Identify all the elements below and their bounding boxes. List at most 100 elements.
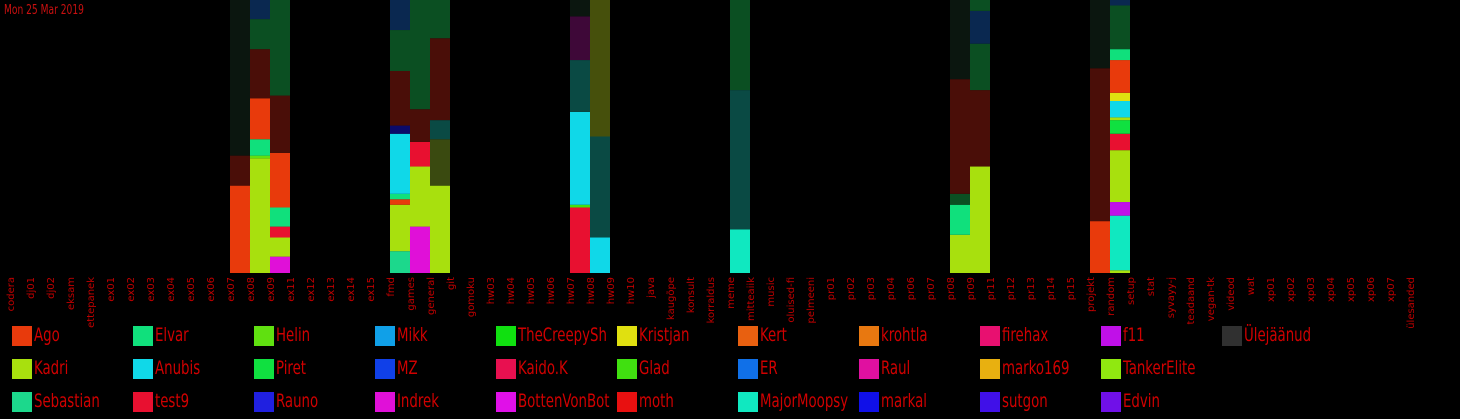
legend-swatch xyxy=(375,392,395,412)
x-tick-label: xp02 xyxy=(1286,277,1297,302)
x-tick-label: ex13 xyxy=(326,277,337,302)
bar-segment xyxy=(390,251,410,273)
bar-segment xyxy=(430,120,450,140)
bar-segment xyxy=(970,10,990,44)
bar-segment xyxy=(730,0,750,91)
legend-swatch xyxy=(254,326,274,346)
bar-segment xyxy=(1110,215,1130,271)
legend-swatch xyxy=(859,359,879,379)
legend-swatch xyxy=(12,326,32,346)
legend-label: Anubis xyxy=(155,357,201,379)
x-tick-label: konsult xyxy=(686,277,697,313)
legend-label: Ülejäänud xyxy=(1244,324,1312,346)
bar-segment xyxy=(590,0,610,137)
bar-segment xyxy=(1110,101,1130,118)
x-tick-label: ex02 xyxy=(126,277,137,302)
legend-swatch xyxy=(375,326,395,346)
bar-segment xyxy=(390,193,410,200)
x-tick-label: ex08 xyxy=(246,277,257,302)
bar-segment xyxy=(270,152,290,208)
legend-swatch xyxy=(375,359,395,379)
legend-label: Rauno xyxy=(276,390,319,412)
legend-swatch xyxy=(738,326,758,346)
bar-segment xyxy=(390,70,410,126)
x-tick-label: fmd xyxy=(386,277,397,297)
x-tick-label: pr09 xyxy=(966,277,977,300)
bar-segment xyxy=(390,133,410,194)
legend-swatch xyxy=(617,359,637,379)
bar-segment xyxy=(970,43,990,91)
legend-label: krohtla xyxy=(881,324,928,346)
x-tick-label: pr13 xyxy=(1026,277,1037,300)
bar-segment xyxy=(1090,221,1110,273)
legend-swatch xyxy=(980,326,1000,346)
bar-segment xyxy=(950,79,970,194)
legend-swatch xyxy=(738,359,758,379)
bar-segment xyxy=(250,139,270,156)
legend-label: moth xyxy=(639,390,674,412)
legend-swatch xyxy=(1101,326,1121,346)
bar-segment xyxy=(250,0,270,20)
bar-segment xyxy=(270,207,290,227)
x-tick-label: syvayy-j xyxy=(1166,277,1177,318)
x-tick-label: hw04 xyxy=(506,277,517,304)
legend-swatch xyxy=(12,359,32,379)
x-tick-label: hw09 xyxy=(606,277,617,304)
bar-segment xyxy=(950,204,970,235)
x-tick-label: ülesanded xyxy=(1406,277,1417,329)
legend-swatch xyxy=(980,359,1000,379)
legend-swatch xyxy=(133,326,153,346)
legend-swatch xyxy=(254,392,274,412)
x-tick-label: ex05 xyxy=(186,277,197,302)
bar-segment xyxy=(410,109,430,142)
legend-swatch xyxy=(1101,392,1121,412)
x-tick-label: meme xyxy=(726,277,737,309)
legend-swatch xyxy=(738,392,758,412)
bar-segment xyxy=(1110,5,1130,50)
bar-segment xyxy=(570,60,590,112)
legend-label: Elvar xyxy=(155,324,189,346)
bar-segment xyxy=(570,0,590,17)
x-tick-label: ex09 xyxy=(266,277,277,302)
legend-label: Edvin xyxy=(1123,390,1160,412)
bar-segment xyxy=(270,237,290,257)
bar-segment xyxy=(1110,92,1130,102)
legend-label: BottenVonBot xyxy=(518,390,610,412)
legend-swatch xyxy=(133,392,153,412)
x-tick-label: videod xyxy=(1226,277,1237,311)
bar-segment xyxy=(950,234,970,273)
legend-label: test9 xyxy=(155,390,190,412)
x-tick-label: ettepanek xyxy=(86,277,97,328)
legend-swatch xyxy=(496,326,516,346)
x-tick-label: pelmeeni xyxy=(806,277,817,323)
bar-segment xyxy=(570,16,590,61)
x-tick-label: pr15 xyxy=(1066,277,1077,300)
bar-segment xyxy=(950,0,970,80)
x-tick-label: xp04 xyxy=(1326,277,1337,302)
x-tick-label: wat xyxy=(1246,277,1257,295)
bar-segment xyxy=(430,0,450,39)
legend-label: firehax xyxy=(1002,324,1049,346)
bar-segment xyxy=(1090,68,1110,222)
legend-swatch xyxy=(254,359,274,379)
bar-segment xyxy=(1110,202,1130,216)
x-tick-label: setup xyxy=(1126,277,1137,305)
bar-segment xyxy=(270,0,290,96)
x-tick-label: xp05 xyxy=(1346,277,1357,302)
legend-swatch xyxy=(496,392,516,412)
bar-segment xyxy=(270,226,290,238)
x-tick-label: korraldus xyxy=(706,277,717,323)
bar-segment xyxy=(570,111,590,205)
x-tick-label: hw06 xyxy=(546,277,557,304)
x-tick-label: pr03 xyxy=(866,277,877,300)
x-tick-label: git xyxy=(446,277,457,290)
bar-segment xyxy=(230,0,250,156)
bar-segment xyxy=(410,0,430,110)
x-tick-label: stat xyxy=(1146,277,1157,296)
bar-segment xyxy=(250,98,270,140)
bar-segment xyxy=(390,204,410,252)
bar-segment xyxy=(1110,60,1130,93)
x-tick-label: ex15 xyxy=(366,277,377,302)
bar-segment xyxy=(430,38,450,121)
